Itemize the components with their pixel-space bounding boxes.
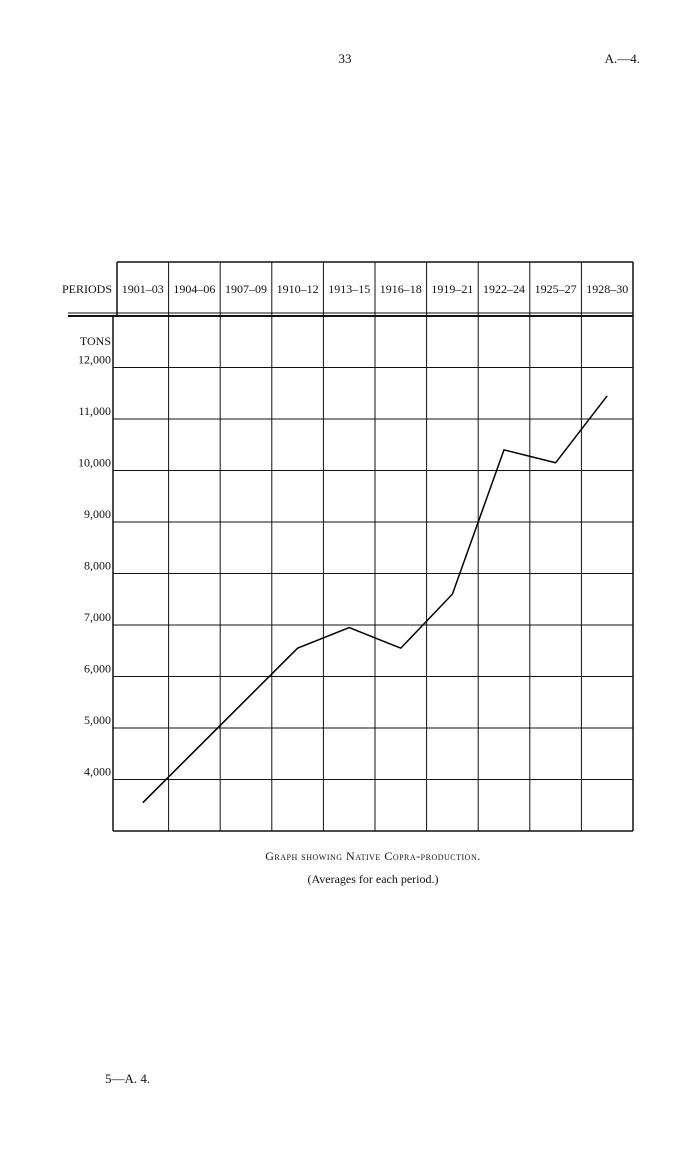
x-tick-label: 1913–15 [328, 282, 370, 296]
y-axis-label: TONS [80, 334, 111, 348]
x-tick-label: 1922–24 [483, 282, 525, 296]
y-tick-label: 8,000 [84, 558, 111, 572]
y-tick-label: 5,000 [84, 713, 111, 727]
x-tick-label: 1901–03 [122, 282, 164, 296]
caption: Graph showing Native Copra-production. [265, 849, 480, 863]
page-number: 33 [339, 51, 352, 66]
x-tick-label: 1904–06 [173, 282, 215, 296]
x-tick-label: 1907–09 [225, 282, 267, 296]
doc-ref: A.—4. [605, 51, 640, 66]
data-line [142, 395, 608, 804]
y-tick-label: 4,000 [84, 764, 111, 778]
y-tick-label: 7,000 [84, 610, 111, 624]
y-tick-label: 10,000 [78, 455, 111, 469]
y-tick-label: 9,000 [84, 507, 111, 521]
category-label: PERIODS [62, 282, 112, 296]
subcaption: (Averages for each period.) [307, 872, 438, 886]
x-tick-label: 1919–21 [431, 282, 473, 296]
x-tick-label: 1925–27 [535, 282, 577, 296]
y-tick-label: 11,000 [78, 404, 111, 418]
x-tick-label: 1916–18 [380, 282, 422, 296]
y-tick-label: 12,000 [78, 352, 111, 366]
x-tick-label: 1910–12 [277, 282, 319, 296]
x-tick-label: 1928–30 [586, 282, 628, 296]
footer: 5—A. 4. [105, 1071, 150, 1086]
y-tick-label: 6,000 [84, 661, 111, 675]
